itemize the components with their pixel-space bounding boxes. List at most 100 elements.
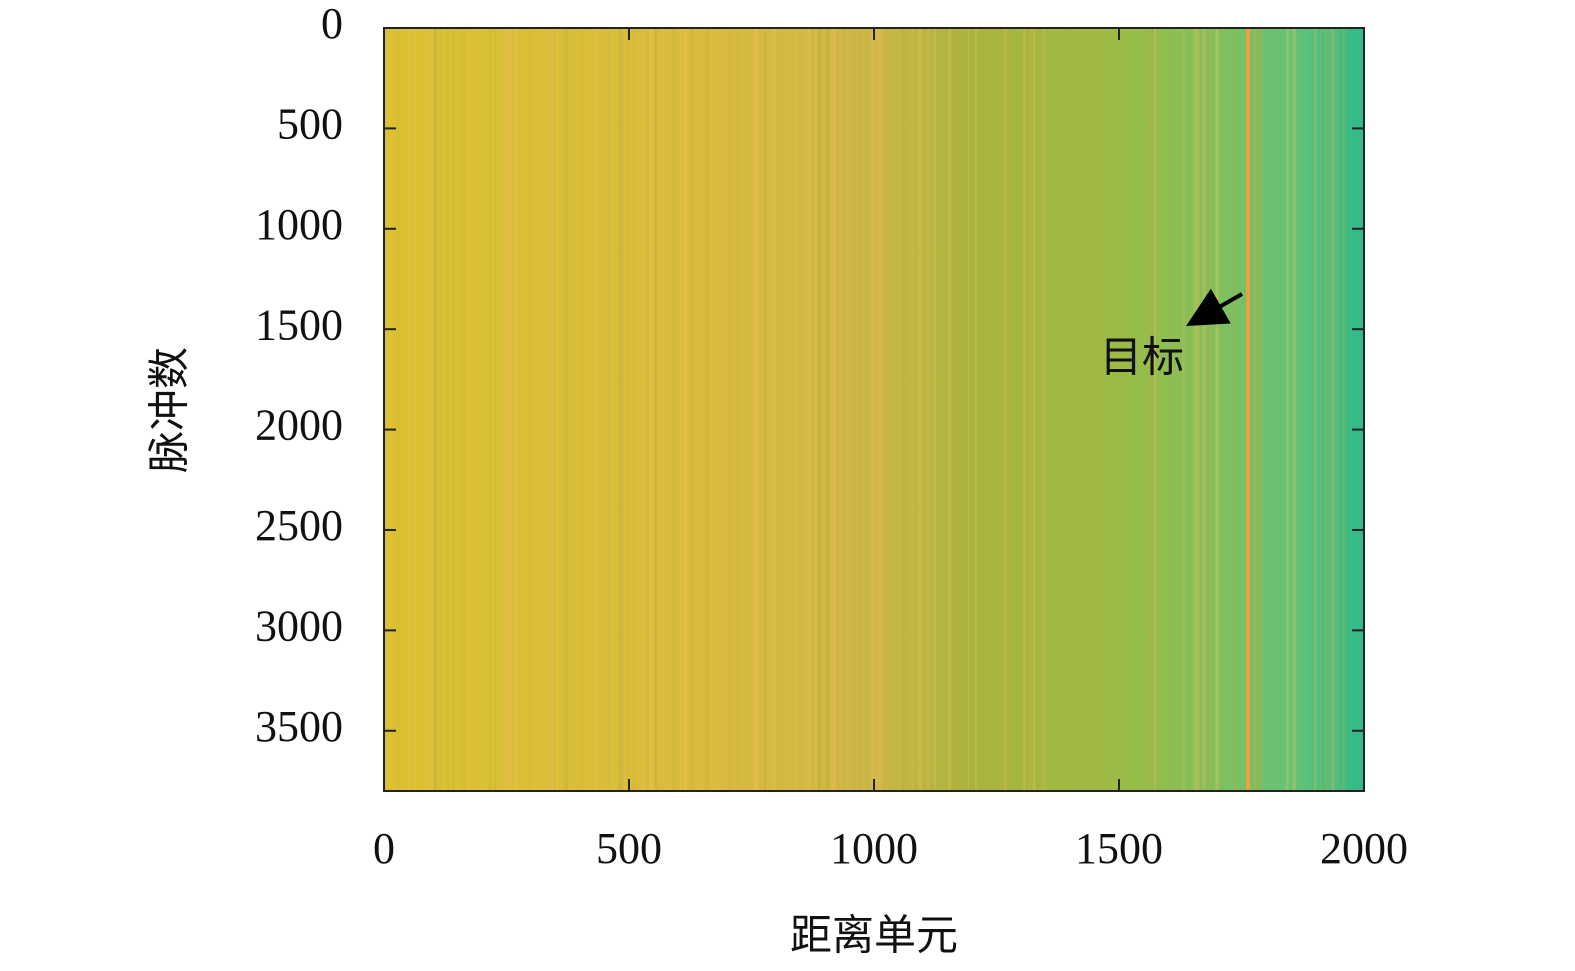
texture-stripe [1320, 28, 1323, 791]
texture-stripe [1101, 28, 1105, 791]
texture-stripe [1260, 28, 1263, 791]
texture-stripe [878, 28, 883, 791]
texture-stripe [1154, 28, 1156, 791]
y-tick-label: 1000 [255, 200, 343, 249]
texture-stripe [958, 28, 962, 791]
texture-stripe [986, 28, 990, 791]
texture-stripe [671, 28, 673, 791]
texture-stripe [1196, 28, 1201, 791]
texture-stripe [606, 28, 609, 791]
texture-stripe [1254, 28, 1257, 791]
texture-stripe [515, 28, 517, 791]
texture-stripe [831, 28, 835, 791]
texture-stripe [632, 28, 635, 791]
texture-stripe [1215, 28, 1219, 791]
ticks: 0 500 1000 1500 2000 0 500 1000 1500 2000 2500 3000… [255, 0, 1408, 873]
texture-stripe [645, 28, 650, 791]
texture-stripe [459, 28, 464, 791]
heatmap-texture [384, 28, 1346, 791]
x-tick-label: 2000 [1320, 824, 1408, 873]
texture-stripe [402, 28, 405, 791]
texture-stripe [814, 28, 817, 791]
texture-stripe [407, 28, 410, 791]
texture-stripe [1004, 28, 1008, 791]
texture-stripe [773, 28, 776, 791]
texture-stripe [1094, 28, 1097, 791]
texture-stripe [737, 28, 739, 791]
texture-stripe [1292, 28, 1296, 791]
texture-stripe [910, 28, 912, 791]
texture-stripe [837, 28, 839, 791]
texture-stripe [722, 28, 726, 791]
texture-stripe [564, 28, 568, 791]
texture-stripe [764, 28, 767, 791]
texture-stripe [508, 28, 512, 791]
texture-stripe [807, 28, 811, 791]
texture-stripe [690, 28, 694, 791]
texture-stripe [826, 28, 830, 791]
texture-stripe [991, 28, 993, 791]
texture-stripe [529, 28, 532, 791]
texture-stripe [485, 28, 488, 791]
texture-stripe [654, 28, 657, 791]
texture-stripe [845, 28, 849, 791]
texture-stripe [1023, 28, 1026, 791]
texture-stripe [1202, 28, 1206, 791]
y-axis-label: 脉冲数 [145, 347, 194, 473]
texture-stripe [876, 28, 879, 791]
texture-stripe [384, 28, 387, 791]
texture-stripe [927, 28, 929, 791]
texture-stripe [974, 28, 978, 791]
texture-stripe [843, 28, 847, 791]
texture-stripe [1314, 28, 1316, 791]
texture-stripe [672, 28, 677, 791]
texture-stripe [754, 28, 758, 791]
texture-stripe [397, 28, 399, 791]
texture-stripe [1343, 28, 1345, 791]
x-tick-label: 1500 [1075, 824, 1163, 873]
texture-stripe [580, 28, 583, 791]
texture-stripe [627, 28, 630, 791]
texture-stripe [868, 28, 870, 791]
texture-stripe [794, 28, 798, 791]
texture-stripe [1082, 28, 1087, 791]
texture-stripe [918, 28, 923, 791]
texture-stripe [871, 28, 875, 791]
texture-stripe [478, 28, 481, 791]
texture-stripe [1032, 28, 1036, 791]
texture-stripe [831, 28, 834, 791]
texture-stripe [967, 28, 970, 791]
texture-stripe [1197, 28, 1200, 791]
texture-stripe [920, 28, 923, 791]
texture-stripe [1001, 28, 1004, 791]
texture-stripe [1314, 28, 1317, 791]
texture-stripe [683, 28, 688, 791]
texture-stripe [488, 28, 492, 791]
texture-stripe [852, 28, 855, 791]
annotation: 目标 [1100, 333, 1184, 382]
texture-stripe [501, 28, 505, 791]
texture-stripe [1003, 28, 1006, 791]
target-line [1246, 28, 1250, 791]
texture-stripe [1170, 28, 1173, 791]
y-tick-label: 2500 [255, 501, 343, 550]
texture-stripe [1193, 28, 1197, 791]
texture-stripe [494, 28, 497, 791]
y-tick-label: 2000 [255, 401, 343, 450]
texture-stripe [1044, 28, 1047, 791]
texture-stripe [434, 28, 437, 791]
texture-stripe [934, 28, 937, 791]
texture-stripe [717, 28, 719, 791]
texture-stripe [1207, 28, 1212, 791]
texture-stripe [901, 28, 904, 791]
texture-stripe [780, 28, 783, 791]
texture-stripe [818, 28, 821, 791]
texture-stripe [927, 28, 930, 791]
texture-stripe [901, 28, 906, 791]
y-tick-label: 3000 [255, 601, 343, 650]
x-tick-label: 1000 [830, 824, 918, 873]
texture-stripe [1253, 28, 1257, 791]
texture-stripe [947, 28, 952, 791]
texture-stripe [1182, 28, 1186, 791]
